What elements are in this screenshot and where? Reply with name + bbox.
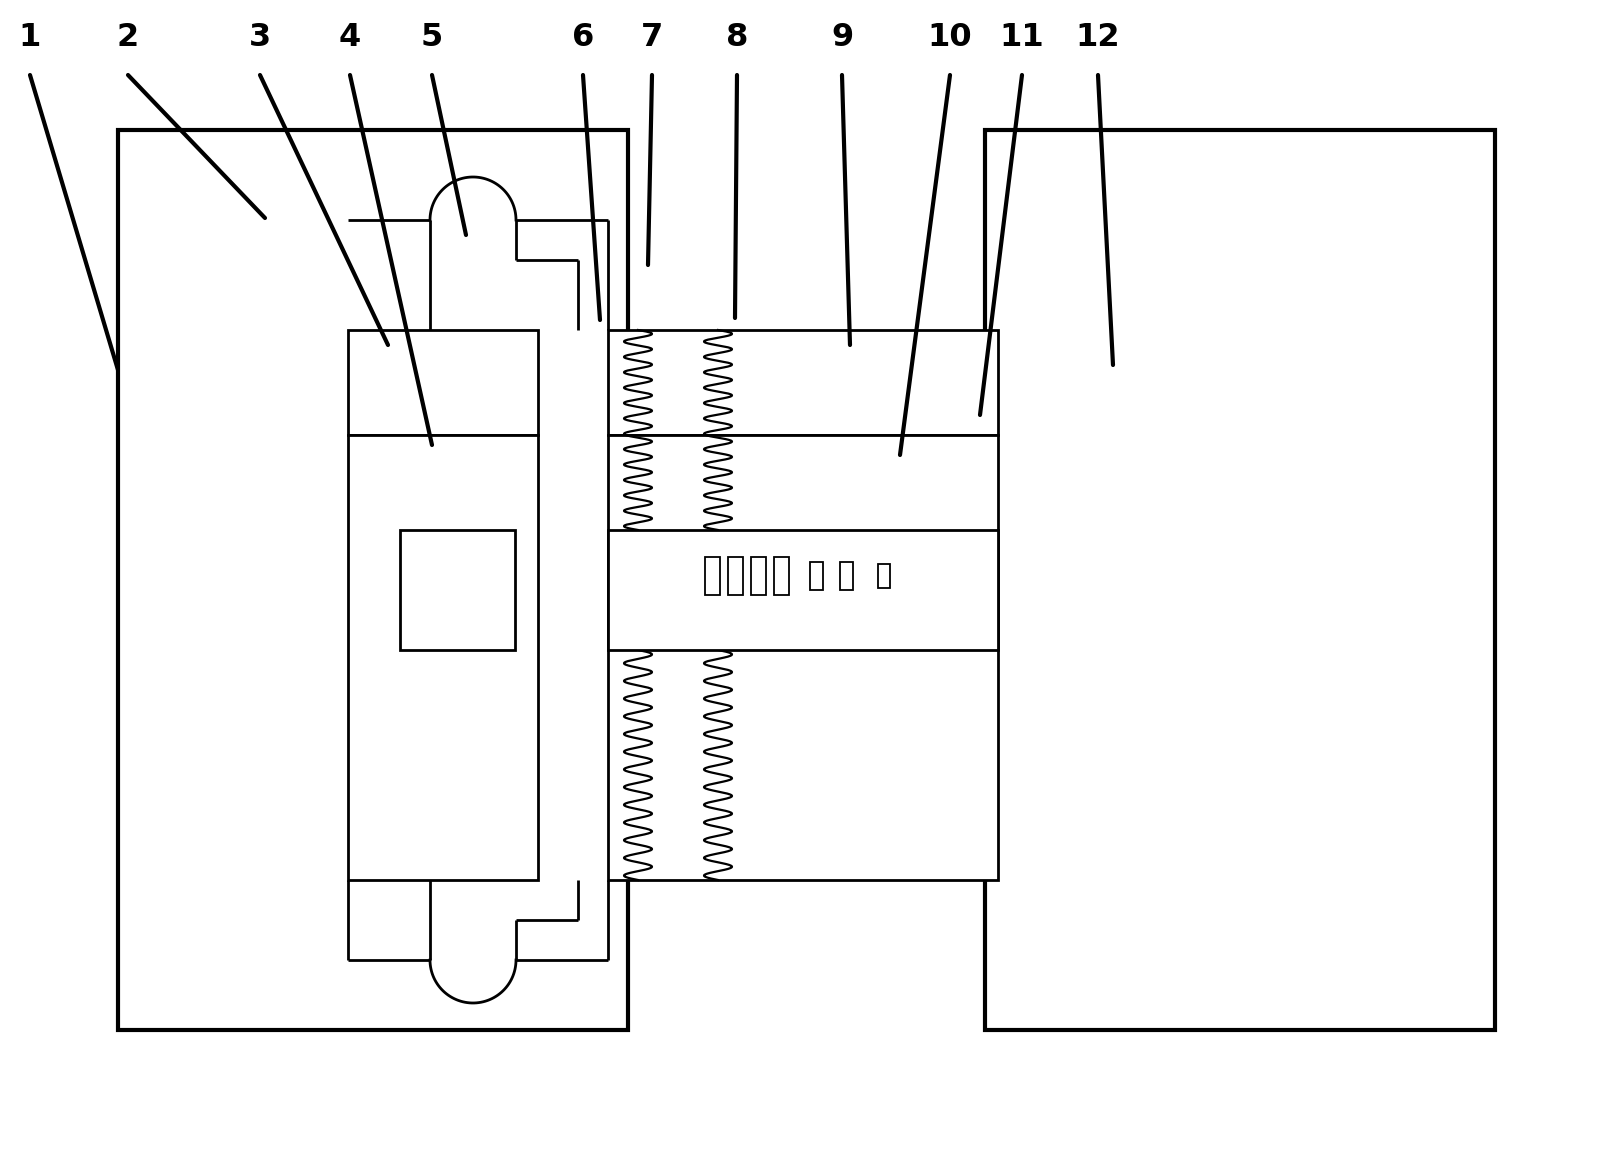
Bar: [877, 564, 890, 588]
Text: 6: 6: [573, 22, 594, 53]
Bar: [840, 562, 853, 590]
Text: 4: 4: [339, 22, 361, 53]
Bar: [986, 130, 1495, 1030]
Text: 9: 9: [831, 22, 853, 53]
Bar: [705, 557, 719, 595]
Bar: [608, 530, 998, 650]
Bar: [810, 562, 823, 590]
Text: 11: 11: [1000, 22, 1044, 53]
Bar: [608, 330, 998, 435]
Text: 2: 2: [116, 22, 139, 53]
Text: 5: 5: [421, 22, 444, 53]
Bar: [348, 435, 539, 880]
Text: 8: 8: [726, 22, 748, 53]
Bar: [774, 557, 789, 595]
Bar: [400, 530, 515, 650]
Bar: [118, 130, 627, 1030]
Bar: [608, 435, 998, 880]
Text: 12: 12: [1076, 22, 1121, 53]
Text: 10: 10: [927, 22, 973, 53]
Text: 7: 7: [640, 22, 663, 53]
Text: 3: 3: [248, 22, 271, 53]
Bar: [752, 557, 766, 595]
Bar: [727, 557, 744, 595]
Text: 1: 1: [19, 22, 42, 53]
Bar: [348, 330, 539, 435]
